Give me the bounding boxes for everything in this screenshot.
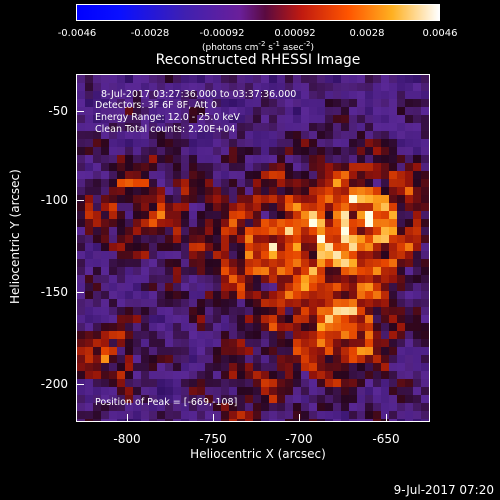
y-tick-mark	[76, 384, 84, 385]
detectors-label: Detectors: 3F 6F 8F, Att 0	[95, 100, 218, 111]
colorbar-tick: 0.0046	[422, 28, 458, 39]
x-tick-mark	[386, 414, 387, 422]
x-tick-mark	[127, 414, 128, 422]
x-tick-label: -800	[113, 432, 141, 446]
time-range-label: 8-Jul-2017 03:27:36.000 to 03:37:36.000	[101, 89, 297, 100]
x-tick-label: -700	[285, 432, 313, 446]
y-tick-label: -200	[40, 377, 68, 391]
x-axis-label: Heliocentric X (arcsec)	[190, 447, 326, 461]
colorbar	[76, 4, 440, 21]
y-axis-label: Heliocentric Y (arcsec)	[8, 169, 22, 304]
colorbar-tick: -0.0028	[130, 28, 170, 39]
x-tick-mark	[213, 414, 214, 422]
y-tick-mark	[76, 111, 84, 112]
image-title: Reconstructed RHESSI Image	[155, 52, 361, 68]
rhessi-image: 8-Jul-2017 03:27:36.000 to 03:37:36.000 …	[76, 74, 430, 422]
peak-position-label: Position of Peak = [-669,-108]	[95, 397, 238, 408]
x-tick-mark	[299, 414, 300, 422]
counts-label: Clean Total counts: 2.20E+04	[95, 124, 236, 135]
colorbar-tick: 0.00092	[274, 28, 316, 39]
colorbar-units: (photons cm-2 s-1 asec-2)	[201, 40, 315, 53]
y-tick-label: -50	[48, 104, 68, 118]
y-tick-label: -150	[40, 285, 68, 299]
y-tick-mark	[76, 200, 84, 201]
generated-timestamp: 9-Jul-2017 07:20	[393, 483, 494, 497]
x-tick-label: -750	[199, 432, 227, 446]
y-tick-label: -100	[40, 193, 68, 207]
energy-range-label: Energy Range: 12.0 - 25.0 keV	[95, 112, 240, 123]
y-tick-mark	[76, 292, 84, 293]
colorbar-tick: -0.00092	[199, 28, 245, 39]
colorbar-tick: 0.0028	[349, 28, 385, 39]
heatmap-pixels	[77, 75, 429, 421]
colorbar-tick: -0.0046	[57, 28, 97, 39]
x-tick-label: -650	[372, 432, 400, 446]
